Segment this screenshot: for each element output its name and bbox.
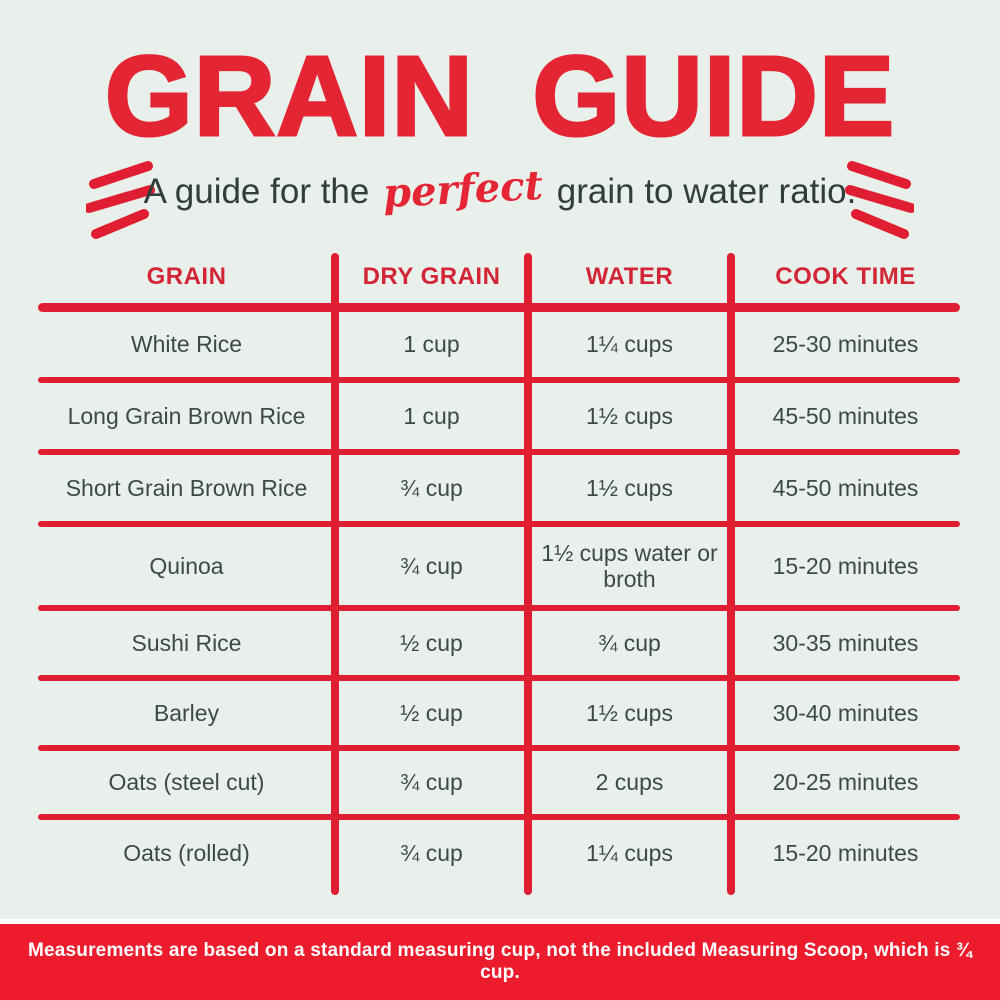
cell-cook-time: 45-50 minutes: [772, 474, 919, 501]
cell-cook-time: 45-50 minutes: [772, 402, 919, 429]
cell-dry-grain: ¾ cup: [400, 474, 463, 501]
column-divider-3: [727, 253, 735, 895]
cell-grain: Barley: [153, 699, 220, 726]
cell-cook-time: 15-20 minutes: [772, 552, 919, 579]
cell-water: 2 cups: [595, 769, 664, 796]
subtitle-after: grain to water ratio.: [547, 172, 857, 211]
column-header-water: WATER: [585, 262, 674, 290]
cell-grain: Short Grain Brown Rice: [65, 474, 308, 501]
cell-water: 1½ cups water or broth: [541, 539, 718, 592]
emphasis-lines-left-icon: [86, 161, 155, 239]
footer-note: Measurements are based on a standard mea…: [27, 940, 973, 983]
cell-cook-time: 15-20 minutes: [772, 840, 919, 867]
cell-water: 1¼ cups: [586, 840, 673, 867]
table-grid: GRAIN DRY GRAIN WATER COOK TIME White Ri…: [38, 245, 960, 890]
cell-cook-time: 30-40 minutes: [772, 699, 919, 726]
column-header-grain: GRAIN: [146, 262, 227, 290]
cell-dry-grain: ¾ cup: [400, 840, 463, 867]
subtitle-highlight: perfect: [381, 161, 545, 218]
subtitle: A guide for the perfect grain to water r…: [0, 162, 1000, 217]
cell-grain: Oats (steel cut): [108, 769, 265, 796]
cell-water: ¾ cup: [598, 629, 661, 656]
cell-dry-grain: 1 cup: [403, 330, 460, 357]
cell-grain: Long Grain Brown Rice: [67, 402, 306, 429]
cell-water: 1¼ cups: [586, 330, 673, 357]
cell-dry-grain: ¾ cup: [400, 552, 463, 579]
row-divider-2: [38, 449, 960, 455]
cell-cook-time: 25-30 minutes: [772, 330, 919, 357]
emphasis-lines-right-icon: [845, 161, 914, 239]
cell-water: 1½ cups: [586, 474, 673, 501]
column-header-dry-grain: DRY GRAIN: [362, 262, 501, 290]
column-header-cook-time: COOK TIME: [775, 262, 916, 290]
row-divider-1: [38, 377, 960, 383]
cell-cook-time: 30-35 minutes: [772, 629, 919, 656]
page-title: GRAIN GUIDE: [103, 32, 896, 160]
row-divider-7: [38, 814, 960, 820]
column-divider-1: [331, 253, 339, 895]
cell-dry-grain: ¾ cup: [400, 769, 463, 796]
cell-water: 1½ cups: [586, 699, 673, 726]
cell-grain: Sushi Rice: [131, 629, 242, 656]
subtitle-before: A guide for the: [143, 172, 380, 211]
cell-cook-time: 20-25 minutes: [772, 769, 919, 796]
cell-grain: Quinoa: [149, 552, 224, 579]
cell-dry-grain: ½ cup: [400, 629, 463, 656]
cell-dry-grain: 1 cup: [403, 402, 460, 429]
row-divider-3: [38, 521, 960, 527]
header-divider: [38, 303, 960, 312]
grain-table: GRAIN DRY GRAIN WATER COOK TIME White Ri…: [38, 245, 960, 895]
cell-grain: Oats (rolled): [123, 840, 250, 867]
cell-grain: White Rice: [130, 330, 243, 357]
cell-water: 1½ cups: [586, 402, 673, 429]
row-divider-4: [38, 605, 960, 611]
cell-dry-grain: ½ cup: [400, 699, 463, 726]
row-divider-6: [38, 745, 960, 751]
column-divider-2: [524, 253, 532, 895]
footer-bar: Measurements are based on a standard mea…: [0, 919, 1000, 1000]
row-divider-5: [38, 675, 960, 681]
